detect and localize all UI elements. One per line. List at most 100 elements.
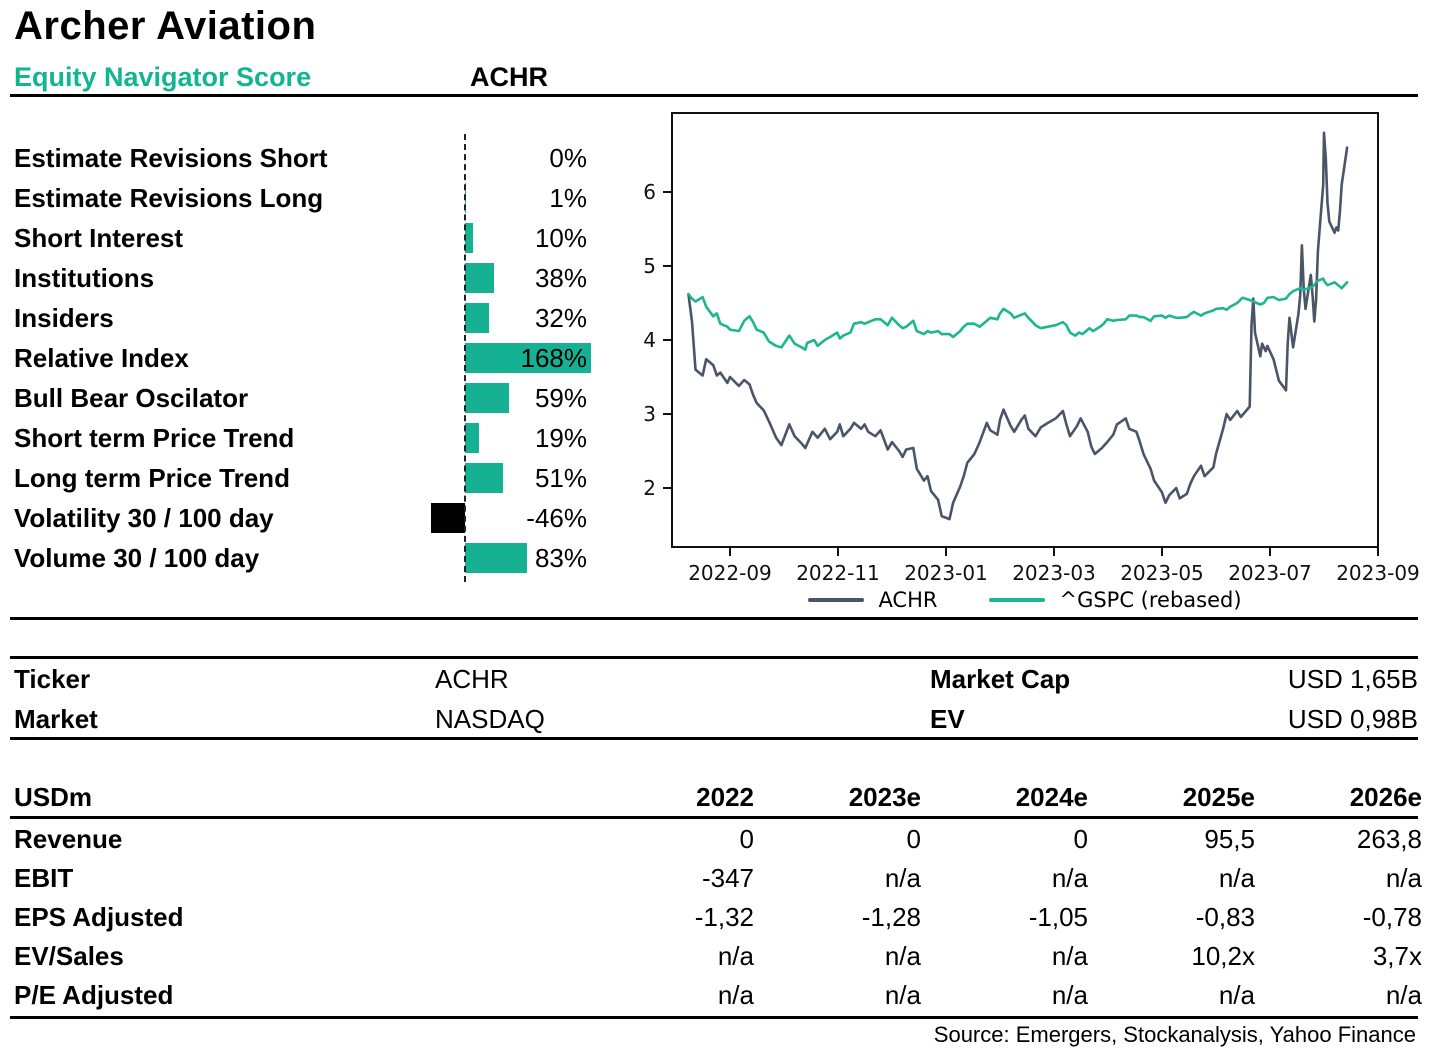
section-divider [10,617,1418,620]
financials-header-rule [10,816,1418,819]
y-tick-label: 2 [643,476,656,500]
x-tick-label: 2023-01 [904,561,988,585]
x-tick-label: 2023-09 [1336,561,1420,585]
financials-cell: -1,32 [694,902,754,932]
market-cap-value: USD 1,65B [1287,664,1418,694]
score-metric-value: 0% [549,143,587,173]
score-row: Short Interest 10% [14,218,614,258]
financials-unit-label: USDm [14,782,93,812]
financials-bottom-rule [10,1016,1418,1019]
score-metric-label: Estimate Revisions Long [14,183,324,213]
score-bar [465,383,510,413]
score-metric-value: 51% [534,463,587,493]
header-divider [10,94,1418,97]
score-metric-label: Estimate Revisions Short [14,143,328,173]
x-tick-label: 2023-05 [1120,561,1204,585]
financials-cell: 95,5 [1204,824,1255,854]
score-row: Short term Price Trend 19% [14,418,614,458]
ticker-table-bottom-rule [10,737,1418,740]
ticker-table-top-rule [10,656,1418,659]
plot-frame [671,112,1379,548]
financials-cell: n/a [884,863,921,893]
financials-cell: n/a [1051,941,1088,971]
score-row: Bull Bear Oscilator 59% [14,378,614,418]
score-metric-label: Volume 30 / 100 day [14,543,260,573]
financials-row: Revenue 0 0 0 95,5 263,8 [14,820,1422,859]
score-metric-value: 10% [534,223,587,253]
financials-cell: 263,8 [1356,824,1422,854]
market-value: NASDAQ [435,704,545,734]
score-metric-value: -46% [526,503,587,533]
legend-item-gspc: ^GSPC (rebased) [989,588,1242,612]
chart-legend: ACHR ^GSPC (rebased) [630,588,1420,612]
score-bar [465,223,473,253]
score-metric-value: 19% [534,423,587,453]
score-metric-label: Short term Price Trend [14,423,295,453]
score-row: Relative Index 168% [14,338,614,378]
ticker-row: Ticker ACHR Market Cap USD 1,65B [14,659,1418,699]
financials-col-2026e: 2026e [1349,782,1422,812]
financials-cell: -347 [701,863,754,893]
financials-cell: n/a [1051,980,1088,1010]
score-metric-label: Relative Index [14,343,189,373]
score-bar [465,423,480,453]
financials-row-label: EV/Sales [14,941,124,971]
financials-table: USDm 2022 2023e 2024e 2025e 2026e Revenu… [14,778,1422,1015]
y-tick-label: 4 [643,328,656,352]
y-tick-label: 6 [643,180,656,204]
x-tick-label: 2023-03 [1012,561,1096,585]
achr-line-swatch [808,598,865,602]
market-label: Market [14,704,98,734]
score-row: Insiders 32% [14,298,614,338]
financials-cell: n/a [884,980,921,1010]
financials-row-label: P/E Adjusted [14,980,174,1010]
legend-label-gspc: ^GSPC (rebased) [1059,588,1242,612]
source-note: Source: Emergers, Stockanalysis, Yahoo F… [933,1022,1416,1047]
score-metric-value: 32% [534,303,587,333]
financials-cell: -1,05 [1028,902,1088,932]
score-bar [430,503,465,533]
legend-item-achr: ACHR [808,588,937,612]
financials-cell: -0,83 [1195,902,1255,932]
financials-cell: 10,2x [1191,941,1255,971]
score-bar [465,543,528,573]
legend-label-achr: ACHR [878,588,938,612]
financials-col-2024e: 2024e [1015,782,1088,812]
market-row: Market NASDAQ EV USD 0,98B [14,699,1418,739]
score-bar [465,263,494,293]
financials-row-label: EPS Adjusted [14,902,184,932]
financials-row: EPS Adjusted -1,32 -1,28 -1,05 -0,83 -0,78 [14,898,1422,937]
score-metric-value: 1% [549,183,587,213]
score-row: Volatility 30 / 100 day -46% [14,498,614,538]
financials-cell: n/a [1385,863,1422,893]
price-chart: 2 3 4 5 6 2022-09 2022-11 2023-01 2023-03 2023-05… [643,112,1420,585]
x-tick-label: 2023-07 [1228,561,1312,585]
score-row: Long term Price Trend 51% [14,458,614,498]
financials-cell: n/a [1218,980,1255,1010]
score-row: Estimate Revisions Short 0% [14,138,614,178]
x-tick-label: 2022-11 [796,561,880,585]
gspc-line-swatch [989,598,1046,602]
score-bar [465,303,489,333]
ev-label: EV [930,704,965,734]
score-bar-chart: Estimate Revisions Short 0% Estimate Revis… [14,134,614,582]
score-metric-value: 83% [534,543,587,573]
financials-cell: -1,28 [861,902,921,932]
score-row: Volume 30 / 100 day 83% [14,538,614,578]
financials-col-2025e: 2025e [1182,782,1255,812]
financials-col-2023e: 2023e [848,782,921,812]
gspc-price-line [687,277,1349,351]
score-bar [465,343,591,373]
financials-cell: n/a [884,941,921,971]
score-metric-label: Institutions [14,263,155,293]
score-metric-value: 168% [520,343,588,373]
financials-cell: 0 [906,824,921,854]
financials-col-2022: 2022 [696,782,754,812]
achr-price-line [687,131,1349,521]
score-metric-label: Volatility 30 / 100 day [14,503,274,533]
financials-cell: n/a [717,941,754,971]
financials-row: P/E Adjusted n/a n/a n/a n/a n/a [14,976,1422,1015]
ticker-label: Ticker [14,664,91,694]
score-metric-label: Insiders [14,303,114,333]
